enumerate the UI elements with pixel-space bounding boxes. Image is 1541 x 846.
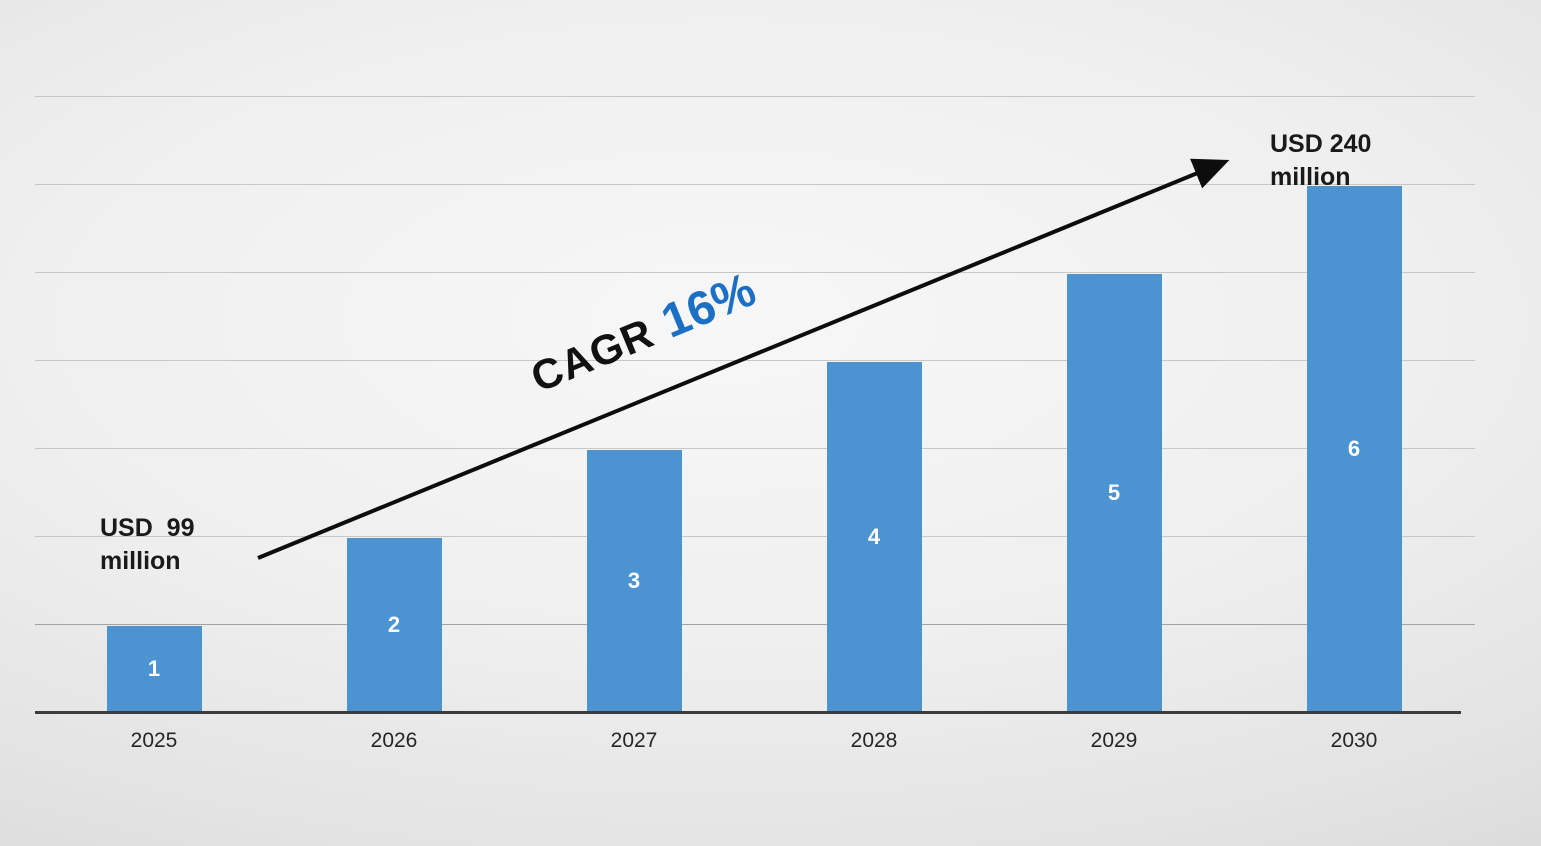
gridline [35, 448, 1475, 449]
end-value-line1: USD 240 [1270, 130, 1372, 158]
x-axis-label-2027: 2027 [610, 729, 658, 752]
bar-2028: 4 [826, 362, 922, 712]
x-axis-label-2029: 2029 [1090, 729, 1138, 752]
x-axis-label-2026: 2026 [370, 729, 418, 752]
bar-2030: 6 [1306, 186, 1402, 712]
gridline [35, 272, 1475, 273]
end-value-annotation: USD 240 million [1270, 128, 1371, 194]
bar-data-label: 4 [867, 524, 881, 549]
bar-data-label: 6 [1347, 436, 1361, 461]
bar-data-label: 2 [387, 612, 401, 637]
cagr-annotation: CAGR 16% [522, 262, 763, 404]
start-value-line1: USD 99 [100, 514, 195, 542]
bar-data-label: 3 [627, 568, 641, 593]
bar-data-label: 1 [147, 656, 161, 681]
bar-2029: 5 [1066, 274, 1162, 712]
end-value-line2: million [1270, 163, 1351, 191]
gridline [35, 360, 1475, 361]
bar-data-label: 5 [1107, 480, 1121, 505]
gridline [35, 184, 1475, 185]
x-axis-label-2030: 2030 [1330, 729, 1378, 752]
start-value-line2: million [100, 547, 181, 575]
x-axis-line [35, 711, 1461, 714]
x-axis-label-2028: 2028 [850, 729, 898, 752]
start-value-annotation: USD 99 million [100, 512, 194, 578]
bar-2025: 1 [106, 626, 202, 712]
bar-2027: 3 [586, 450, 682, 712]
gridline [35, 624, 1475, 625]
cagr-label-text: CAGR [524, 308, 661, 402]
cagr-value-text: 16% [654, 263, 764, 349]
gridline [35, 536, 1475, 537]
x-axis-label-2025: 2025 [130, 729, 178, 752]
bar-2026: 2 [346, 538, 442, 712]
gridline [35, 96, 1475, 97]
